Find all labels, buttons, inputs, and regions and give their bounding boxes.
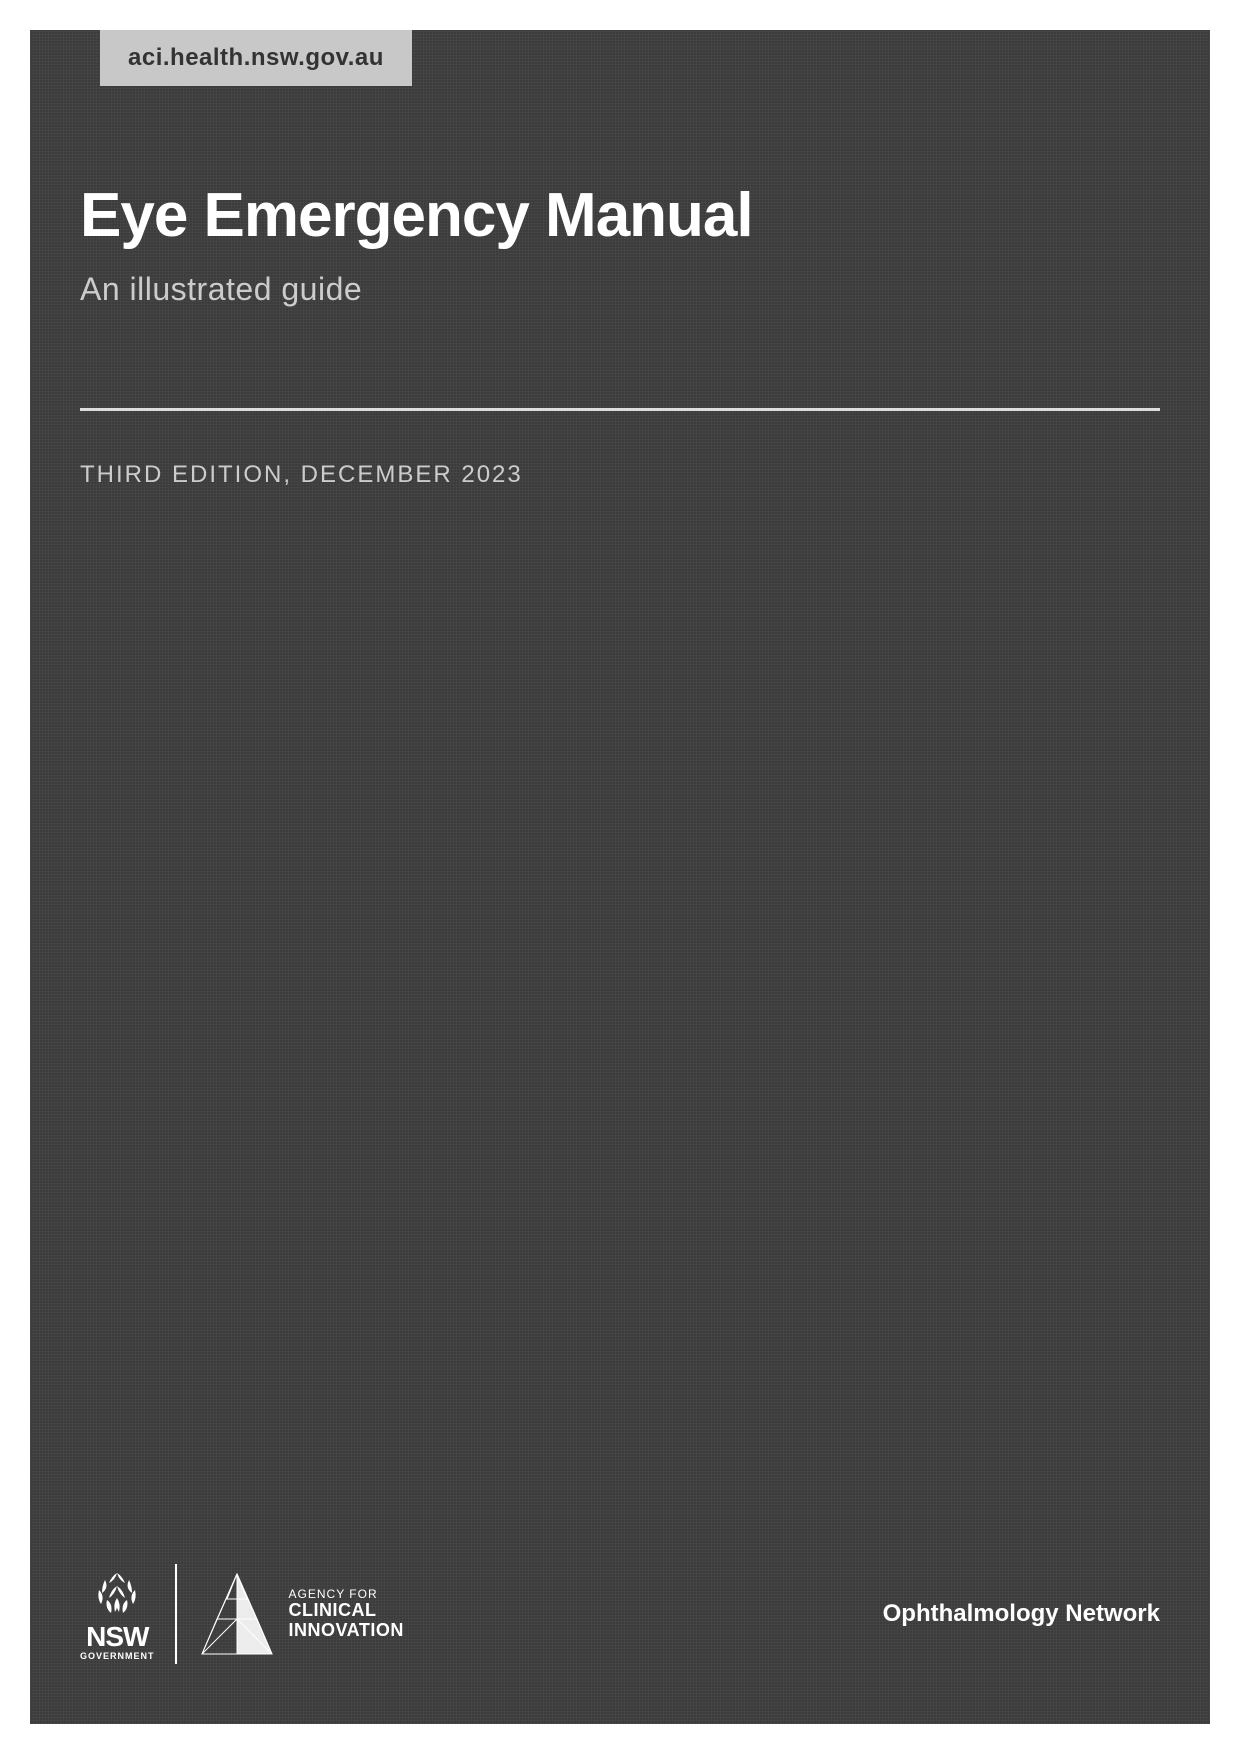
footer: NSW GOVERNMENT — [80, 1564, 1160, 1664]
aci-logo: AGENCY FOR CLINICAL INNOVATION — [197, 1569, 404, 1659]
url-text: aci.health.nsw.gov.au — [128, 44, 384, 71]
aci-agency-for: AGENCY FOR — [289, 1588, 404, 1601]
vertical-divider — [175, 1564, 177, 1664]
url-tab: aci.health.nsw.gov.au — [100, 30, 412, 86]
aci-clinical: CLINICAL — [289, 1601, 404, 1621]
triangle-icon — [197, 1569, 277, 1659]
aci-text-block: AGENCY FOR CLINICAL INNOVATION — [289, 1588, 404, 1641]
document-title: Eye Emergency Manual — [80, 180, 1160, 251]
document-cover: aci.health.nsw.gov.au Eye Emergency Manu… — [30, 30, 1210, 1724]
waratah-icon — [87, 1568, 147, 1618]
main-content: Eye Emergency Manual An illustrated guid… — [80, 180, 1160, 489]
document-subtitle: An illustrated guide — [80, 271, 1160, 308]
network-label: Ophthalmology Network — [883, 1600, 1160, 1628]
edition-text: THIRD EDITION, DECEMBER 2023 — [80, 461, 1160, 489]
divider-line — [80, 408, 1160, 411]
aci-innovation: INNOVATION — [289, 1621, 404, 1641]
logo-group: NSW GOVERNMENT — [80, 1564, 404, 1664]
nsw-text: NSW — [86, 1623, 148, 1651]
government-text: GOVERNMENT — [80, 1651, 155, 1661]
nsw-government-logo: NSW GOVERNMENT — [80, 1568, 155, 1661]
